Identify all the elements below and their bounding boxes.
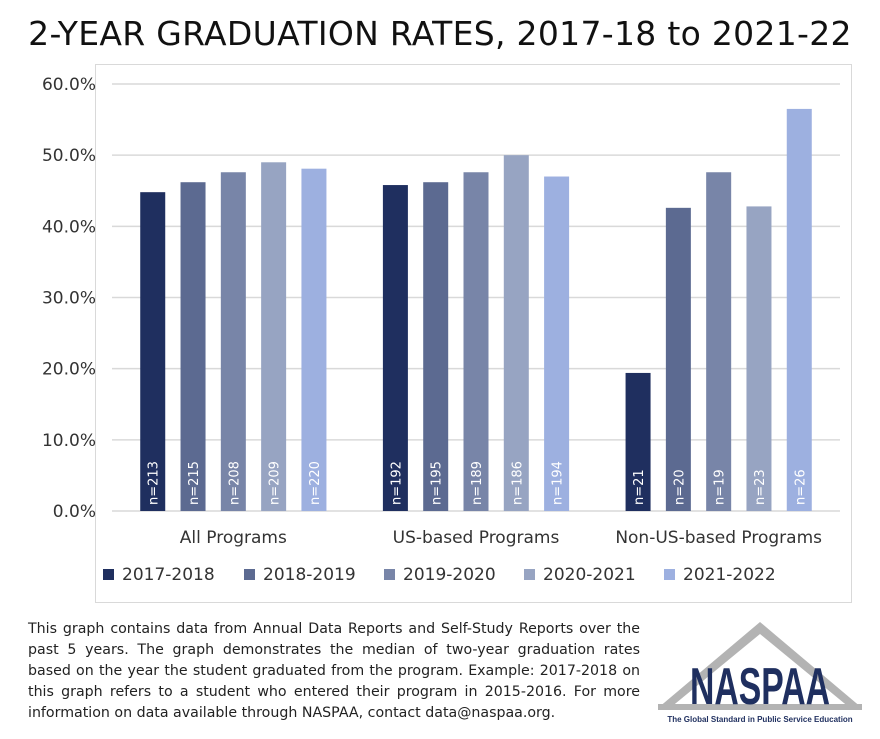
chart-title: 2-YEAR GRADUATION RATES, 2017-18 to 2021… xyxy=(28,14,852,53)
bar-2021-2022-US-based Programs xyxy=(544,176,570,511)
y-tick-label: 40.0% xyxy=(42,217,96,237)
legend-swatch xyxy=(524,569,535,580)
bar-2018-2019-All Programs xyxy=(180,182,206,511)
n-label: n=19 xyxy=(713,469,728,505)
x-tick-label: US-based Programs xyxy=(393,528,560,548)
bar-2020-2021-Non-US-based Programs xyxy=(746,206,772,511)
bar-2017-2018-US-based Programs xyxy=(382,185,408,511)
bar-2021-2022-Non-US-based Programs xyxy=(786,108,812,512)
n-label: n=209 xyxy=(268,461,283,505)
bar-2017-2018-Non-US-based Programs xyxy=(625,372,651,511)
y-tick-label: 20.0% xyxy=(42,360,96,380)
n-label: n=20 xyxy=(672,469,687,505)
chart-frame xyxy=(95,64,852,603)
legend-swatch xyxy=(384,569,395,580)
bar-2017-2018-All Programs xyxy=(140,192,166,511)
bar-2020-2021-US-based Programs xyxy=(503,155,529,511)
footnote: This graph contains data from Annual Dat… xyxy=(28,621,640,721)
svg-text:NASPAA: NASPAA xyxy=(690,658,830,716)
n-label: n=215 xyxy=(187,461,202,505)
n-label: n=213 xyxy=(147,461,162,505)
legend-label: 2020-2021 xyxy=(543,565,636,585)
y-tick-label: 30.0% xyxy=(42,289,96,309)
n-label: n=192 xyxy=(389,461,404,505)
bar-2019-2020-Non-US-based Programs xyxy=(706,172,732,511)
n-label: n=186 xyxy=(510,461,525,505)
n-label: n=26 xyxy=(793,469,808,505)
x-tick-label: Non-US-based Programs xyxy=(615,528,822,548)
legend-label: 2018-2019 xyxy=(263,565,356,585)
n-label: n=189 xyxy=(470,461,485,505)
bar-2019-2020-US-based Programs xyxy=(463,172,489,511)
bar-2018-2019-Non-US-based Programs xyxy=(665,207,691,511)
legend-label: 2021-2022 xyxy=(683,565,776,585)
bar-2020-2021-All Programs xyxy=(261,162,287,512)
bar-2021-2022-All Programs xyxy=(301,168,327,511)
bar-2019-2020-All Programs xyxy=(220,172,246,511)
n-label: n=21 xyxy=(632,469,647,505)
bar-2018-2019-US-based Programs xyxy=(423,182,449,511)
x-tick-label: All Programs xyxy=(180,528,287,548)
y-tick-label: 60.0% xyxy=(42,75,96,95)
n-label: n=195 xyxy=(430,461,445,505)
legend-swatch xyxy=(103,569,114,580)
svg-text:The Global Standard in Public: The Global Standard in Public Service Ed… xyxy=(667,715,852,724)
n-label: n=23 xyxy=(753,469,768,505)
legend-label: 2017-2018 xyxy=(122,565,215,585)
y-tick-label: 10.0% xyxy=(42,431,96,451)
legend-swatch xyxy=(664,569,675,580)
legend-swatch xyxy=(244,569,255,580)
y-tick-label: 0.0% xyxy=(53,502,96,522)
bar-chart: 0.0% 10.0% 20.0% 30.0% 40.0% 50.0% 60.0% n=213 n… xyxy=(42,75,840,585)
y-tick-label: 50.0% xyxy=(42,146,96,166)
legend-label: 2019-2020 xyxy=(403,565,496,585)
naspaa-logo: NASPAA The Global Standard in Public Ser… xyxy=(658,622,862,724)
n-label: n=220 xyxy=(308,461,323,505)
n-label: n=208 xyxy=(227,461,242,505)
n-label: n=194 xyxy=(551,461,566,505)
